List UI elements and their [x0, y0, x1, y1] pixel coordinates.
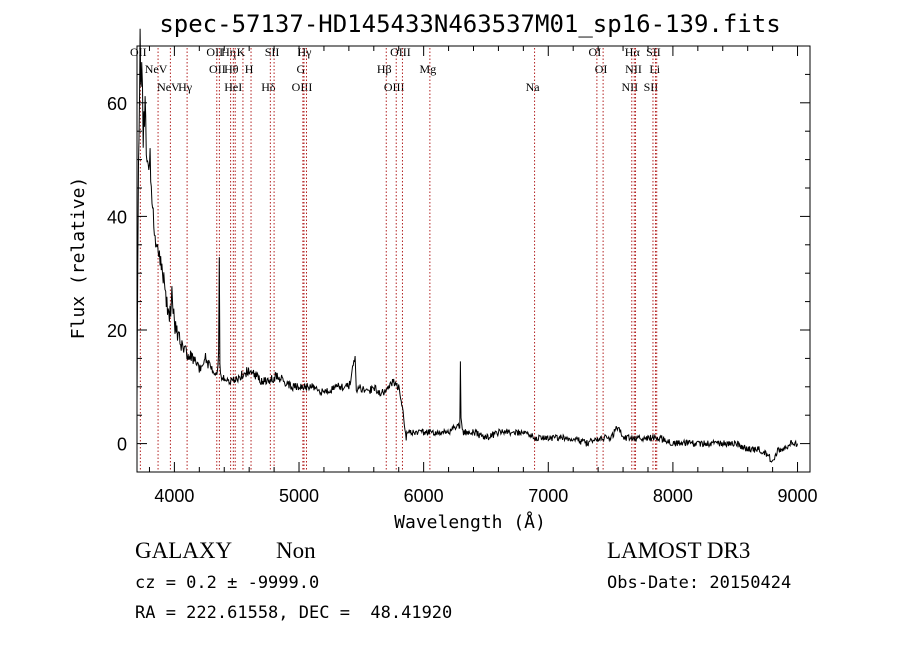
line-label: Hβ	[377, 62, 392, 76]
chart-title: spec-57137-HD145433N463537M01_sp16-139.f…	[159, 10, 780, 38]
x-axis-label: Wavelength (Å)	[394, 511, 546, 533]
cz-value: cz = 0.2 ± -9999.0	[135, 573, 320, 593]
axes: 4000 5000 6000 7000 8000 9000 0 20 40 60	[107, 45, 818, 506]
x-tick-label: 4000	[154, 486, 194, 506]
line-label: Hα	[625, 45, 641, 59]
spectrum-series	[136, 28, 798, 463]
obs-date: Obs-Date: 20150424	[607, 573, 792, 593]
line-label: Hδ	[261, 80, 276, 94]
y-tick-label: 60	[107, 94, 127, 114]
line-label: G	[297, 62, 306, 76]
x-tick-label: 9000	[778, 486, 818, 506]
y-tick-label: 20	[107, 321, 127, 341]
line-label: Hγ	[178, 80, 193, 94]
line-label: Hθ	[224, 62, 239, 76]
line-label: OIII	[292, 80, 313, 94]
subclass-label: Non	[276, 538, 316, 563]
line-label: Na	[526, 80, 541, 94]
x-tick-label: 5000	[279, 486, 319, 506]
line-label: SII	[265, 45, 280, 59]
x-tick-label: 6000	[404, 486, 444, 506]
line-label: NII	[625, 62, 642, 76]
line-label: OII	[130, 45, 147, 59]
class-label: GALAXY	[135, 538, 233, 563]
line-label: OIII	[390, 45, 411, 59]
line-label: OII	[209, 62, 226, 76]
plot-frame	[136, 45, 811, 473]
line-label: Hγ	[298, 45, 313, 59]
line-label: OI	[589, 45, 602, 59]
spectral-line-markers: OIINeVNeVOIIOIIHγHηHθHeIKHHδSIIGOIIIHγHβ…	[130, 45, 661, 472]
line-label: Li	[649, 62, 660, 76]
line-label: OIII	[384, 80, 405, 94]
line-label: H	[245, 62, 254, 76]
x-tick-label: 8000	[653, 486, 693, 506]
y-tick-label: 0	[117, 435, 127, 455]
line-label: HeI	[224, 80, 242, 94]
line-label: K	[237, 45, 246, 59]
line-label: NeV	[145, 62, 168, 76]
line-label: Mg	[420, 62, 437, 76]
line-label: NeV	[157, 80, 180, 94]
y-axis-label: Flux (relative)	[68, 177, 89, 340]
y-tick-label: 40	[107, 207, 127, 227]
line-label: Hη	[221, 45, 236, 59]
x-tick-label: 7000	[528, 486, 568, 506]
ra-dec-coordinates: RA = 222.61558, DEC = 48.41920	[135, 603, 453, 623]
line-label: OI	[595, 62, 608, 76]
survey-label: LAMOST DR3	[607, 538, 751, 563]
line-label: SII	[644, 80, 659, 94]
